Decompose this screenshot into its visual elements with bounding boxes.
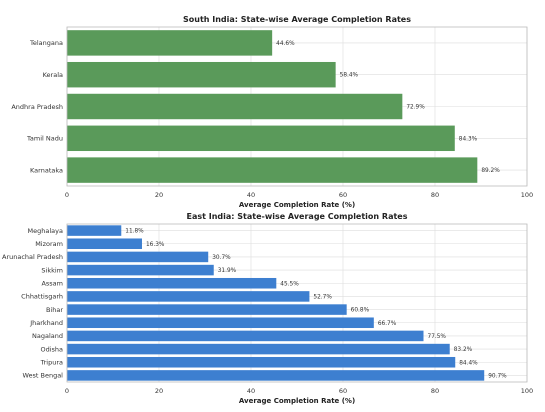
east-bar-11 (67, 370, 485, 381)
east-data-label-11: 90.7% (488, 373, 507, 379)
east-data-label-9: 83.2% (454, 347, 473, 353)
east-category-label-10: Tripura (40, 359, 63, 367)
south-x-tick-label-0: 0 (65, 191, 69, 199)
east-category-label-11: West Bengal (22, 372, 63, 380)
south-bar-4 (67, 157, 478, 183)
east-category-label-9: Odisha (40, 345, 63, 353)
south-plot-frame (66, 26, 528, 187)
east-category-label-4: Assam (41, 280, 63, 288)
east-bar-10 (67, 356, 456, 368)
south-x-tick-label-20: 20 (155, 191, 163, 199)
east-x-tick-label-100: 100 (521, 387, 533, 395)
east-category-label-2: Arunachal Pradesh (2, 253, 63, 261)
east-category-label-8: Nagaland (32, 332, 63, 340)
south-x-tick-label-60: 60 (339, 191, 347, 199)
east-data-label-4: 45.5% (280, 281, 299, 287)
east-category-label-3: Sikkim (41, 266, 63, 274)
south-category-label-0: Telangana (29, 39, 63, 47)
south-x-tick-label-80: 80 (431, 191, 439, 199)
south-data-label-4: 89.2% (481, 168, 500, 174)
south-chart-title: South India: State-wise Average Completi… (183, 15, 411, 24)
east-x-tick-label-60: 60 (339, 387, 347, 395)
east-category-label-0: Meghalaya (28, 227, 63, 235)
east-data-label-3: 31.9% (218, 268, 237, 274)
east-bar-8 (67, 330, 424, 342)
east-x-tick-label-80: 80 (431, 387, 439, 395)
east-category-label-5: Chhattisgarh (21, 293, 63, 301)
east-chart-title: East India: State-wise Average Completio… (187, 212, 408, 221)
east-data-label-8: 77.5% (428, 334, 447, 340)
east-bar-2 (67, 251, 209, 263)
east-bar-7 (67, 317, 374, 329)
east-bar-0 (67, 225, 122, 236)
south-bar-1 (67, 61, 336, 88)
south-bar-3 (67, 125, 455, 152)
south-category-label-2: Andhra Pradesh (11, 103, 63, 111)
south-x-tick-label-40: 40 (247, 191, 255, 199)
east-data-label-10: 84.4% (459, 360, 478, 366)
east-bar-5 (67, 291, 310, 302)
south-x-tick-label-100: 100 (521, 191, 533, 199)
south-bar-0 (67, 30, 273, 56)
east-bar-4 (67, 277, 277, 289)
south-data-label-1: 58.4% (340, 73, 359, 79)
east-bar-9 (67, 343, 450, 355)
east-category-label-6: Bihar (46, 306, 63, 314)
east-bar-3 (67, 264, 214, 276)
east-data-label-0: 11.8% (125, 229, 144, 235)
east-bar-6 (67, 304, 347, 315)
east-x-tick-label-20: 20 (155, 387, 163, 395)
east-category-label-7: Jharkhand (29, 319, 63, 327)
south-data-label-0: 44.6% (276, 41, 295, 47)
south-data-label-2: 72.9% (406, 105, 425, 111)
east-data-label-5: 52.7% (313, 294, 332, 300)
south-category-label-3: Tamil Nadu (26, 135, 63, 143)
east-bar-1 (67, 238, 142, 250)
east-category-label-1: Mizoram (35, 240, 63, 248)
east-x-tick-label-0: 0 (65, 387, 69, 395)
east-data-label-1: 16.3% (146, 242, 165, 248)
south-bar-2 (67, 93, 403, 120)
south-x-axis-label: Average Completion Rate (%) (239, 201, 355, 209)
south-data-label-3: 84.3% (459, 136, 478, 142)
east-x-axis-label: Average Completion Rate (%) (239, 397, 355, 405)
east-data-label-7: 66.7% (378, 321, 397, 327)
east-data-label-2: 30.7% (212, 255, 231, 261)
east-plot-frame (66, 223, 528, 383)
east-data-label-6: 60.8% (351, 308, 370, 314)
east-x-tick-label-40: 40 (247, 387, 255, 395)
south-category-label-1: Kerala (43, 71, 63, 79)
south-category-label-4: Karnataka (30, 166, 63, 174)
